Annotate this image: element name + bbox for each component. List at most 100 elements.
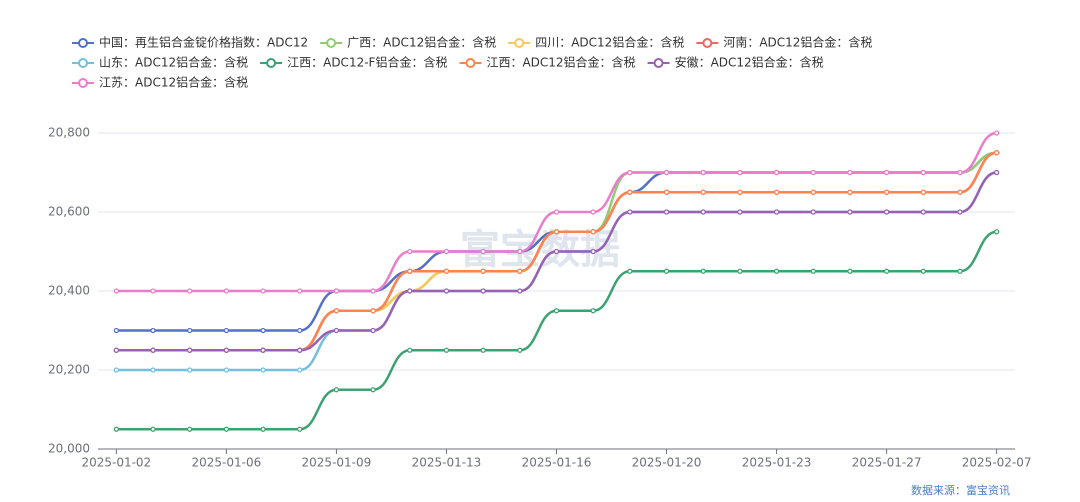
data-point — [737, 189, 743, 195]
data-point — [370, 288, 376, 294]
data-point — [847, 268, 853, 274]
y-tick-label: 20,600 — [48, 205, 90, 219]
data-point — [920, 209, 926, 215]
data-point — [370, 308, 376, 314]
data-point — [553, 209, 560, 215]
x-tick-label: 2025-01-09 — [302, 456, 372, 470]
data-point — [737, 209, 743, 215]
data-point — [333, 387, 340, 393]
data-point — [150, 426, 156, 432]
data-point — [700, 169, 706, 176]
data-point — [297, 347, 303, 353]
data-point — [994, 150, 1000, 156]
data-point — [223, 367, 229, 373]
data-point — [773, 268, 780, 274]
data-point — [590, 248, 596, 255]
legend-item: 中国：再生铝合金锭价格指数：ADC12 — [72, 35, 308, 50]
data-point — [370, 387, 376, 393]
data-point — [994, 169, 1000, 176]
legend-label: 江西：ADC12铝合金：含税 — [486, 55, 635, 70]
data-point — [773, 169, 780, 176]
data-point — [150, 347, 156, 353]
data-point — [150, 288, 156, 294]
data-point — [700, 209, 706, 215]
legend: 中国：再生铝合金锭价格指数：ADC12 广西：ADC12铝合金：含税 四川：ADC1… — [72, 35, 872, 90]
data-point — [297, 426, 303, 432]
data-point — [884, 169, 890, 176]
legend-label: 河南：ADC12铝合金：含税 — [723, 35, 872, 50]
legend-item: 江西：ADC12铝合金：含税 — [459, 55, 636, 70]
data-point — [297, 327, 303, 334]
data-point — [260, 367, 266, 373]
data-point — [187, 327, 193, 334]
data-point — [480, 268, 486, 274]
data-point — [150, 367, 156, 373]
x-tick-label: 2025-02-07 — [962, 456, 1032, 470]
data-point — [517, 248, 523, 255]
legend-item: 安徽：ADC12铝合金：含税 — [647, 55, 824, 70]
data-point — [370, 327, 376, 334]
data-point — [920, 189, 926, 195]
data-point — [407, 248, 413, 255]
x-tick-label: 2025-01-02 — [81, 456, 151, 470]
data-point — [187, 288, 193, 294]
data-point — [847, 209, 853, 215]
data-point — [260, 327, 266, 334]
y-tick-label: 20,000 — [48, 442, 90, 456]
data-point — [847, 169, 853, 176]
data-point — [187, 367, 193, 373]
data-point — [957, 209, 963, 215]
data-point — [443, 288, 450, 294]
data-point — [260, 347, 266, 353]
data-point — [627, 169, 633, 176]
data-point — [627, 268, 633, 274]
legend-icon — [653, 58, 664, 68]
legend-icon — [78, 58, 88, 68]
data-point — [480, 248, 486, 255]
data-point — [773, 209, 780, 215]
data-point — [223, 288, 229, 294]
legend-item: 山东：ADC12铝合金：含税 — [72, 55, 248, 70]
legend-label: 中国：再生铝合金锭价格指数：ADC12 — [99, 35, 308, 50]
x-tick-label: 2025-01-27 — [852, 456, 922, 470]
legend-icon — [465, 58, 476, 68]
legend-label: 江西：ADC12-F铝合金：含税 — [287, 55, 447, 70]
data-point — [590, 229, 596, 235]
y-tick-label: 20,400 — [48, 284, 90, 298]
x-tick-label: 2025-01-16 — [522, 456, 592, 470]
data-point — [260, 288, 266, 294]
data-point — [407, 268, 413, 274]
data-point — [663, 189, 670, 195]
data-point — [810, 268, 816, 274]
x-tick-label: 2025-01-13 — [412, 456, 482, 470]
legend-label: 广西：ADC12铝合金：含税 — [347, 35, 496, 50]
data-point — [994, 130, 1000, 136]
data-point — [333, 308, 340, 314]
data-point — [333, 288, 340, 294]
legend-icon — [702, 38, 713, 48]
data-point — [297, 367, 303, 373]
data-point — [187, 347, 193, 353]
data-point — [553, 248, 560, 255]
legend-item: 江西：ADC12-F铝合金：含税 — [260, 55, 447, 70]
data-point — [113, 347, 119, 353]
data-point — [517, 347, 523, 353]
data-point — [443, 347, 450, 353]
legend-item: 河南：ADC12铝合金：含税 — [696, 35, 872, 50]
legend-label: 山东：ADC12铝合金：含税 — [99, 55, 248, 70]
legend-label: 江苏：ADC12铝合金：含税 — [99, 75, 248, 90]
data-point — [663, 268, 670, 274]
data-point — [113, 288, 119, 294]
data-point — [994, 229, 1000, 235]
data-point — [920, 169, 926, 176]
data-point — [223, 347, 229, 353]
source-note: 数据来源：富宝资讯 — [911, 483, 1010, 497]
data-point — [663, 209, 670, 215]
data-point — [884, 209, 890, 215]
data-point — [150, 327, 156, 334]
data-point — [884, 189, 890, 195]
legend-icon — [514, 38, 525, 48]
data-point — [260, 426, 266, 432]
data-point — [297, 288, 303, 294]
